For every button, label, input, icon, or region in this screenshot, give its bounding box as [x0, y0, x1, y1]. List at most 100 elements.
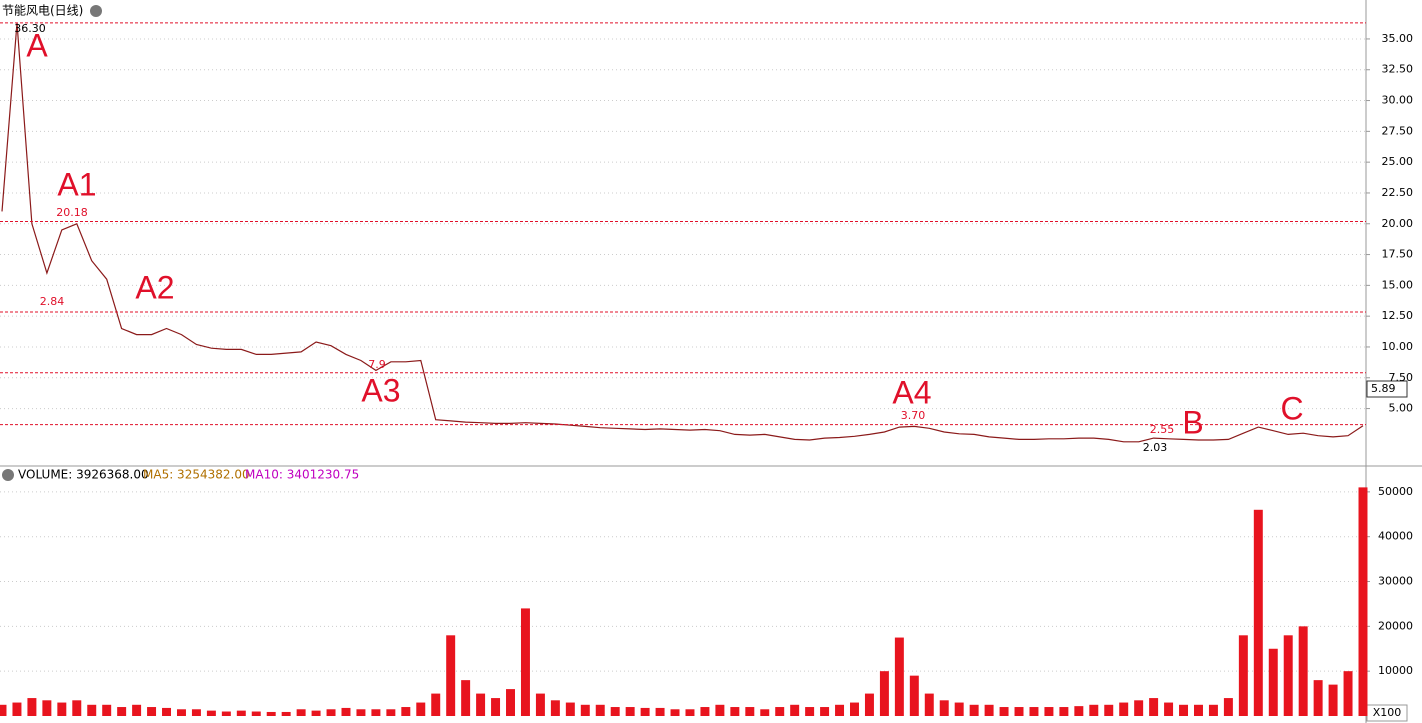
volume-bar: [805, 707, 815, 716]
volume-bar: [87, 704, 97, 716]
volume-bar: [909, 675, 919, 716]
volume-menu[interactable]: [2, 469, 14, 481]
annotation: A1: [57, 166, 96, 202]
y-tick-label: 50000: [1378, 485, 1413, 498]
volume-bar: [879, 671, 889, 716]
y-tick-label: 27.50: [1382, 124, 1414, 137]
y-tick-label: 17.50: [1382, 248, 1414, 261]
volume-bar: [191, 709, 201, 716]
annotation: C: [1280, 390, 1303, 426]
volume-bar: [356, 709, 366, 716]
y-tick-label: 20000: [1378, 619, 1413, 632]
volume-bar: [27, 698, 37, 716]
volume-bar: [939, 700, 949, 716]
volume-bar: [386, 709, 396, 716]
volume-bar: [491, 698, 501, 716]
volume-bar: [1044, 707, 1054, 716]
volume-bar: [1253, 509, 1263, 716]
volume-bar: [1193, 704, 1203, 716]
volume-bar: [326, 709, 336, 716]
volume-bar: [236, 710, 246, 716]
volume-bar: [281, 711, 291, 716]
y-tick-label: 15.00: [1382, 278, 1414, 291]
volume-bar: [850, 702, 859, 716]
volume-bar: [206, 710, 216, 716]
y-tick-label: 10000: [1378, 664, 1413, 677]
volume-bar: [162, 707, 172, 716]
volume-bar: [670, 709, 680, 716]
y-tick-label: 40000: [1378, 530, 1413, 543]
volume-bar: [999, 707, 1009, 716]
volume-bar: [1029, 707, 1039, 716]
annotation: A2: [135, 269, 174, 305]
volume-bar: [730, 707, 740, 716]
price-label: 7.9: [368, 358, 386, 371]
y-tick-label: 12.50: [1382, 309, 1414, 322]
volume-bar: [760, 709, 770, 716]
volume-bar: [296, 709, 306, 716]
volume-bar: [625, 707, 635, 716]
ma10-label: MA10: 3401230.75: [245, 468, 359, 482]
volume-bar: [1164, 702, 1174, 716]
volume-bar: [12, 702, 22, 716]
volume-bar: [431, 693, 441, 716]
volume-bar: [580, 704, 590, 716]
y-tick-label: 5.00: [1389, 402, 1414, 415]
price-label: 2.55: [1150, 423, 1175, 436]
volume-bar: [1149, 698, 1159, 716]
volume-bar: [685, 709, 695, 716]
unit-label: X100: [1373, 706, 1402, 719]
volume-bar: [790, 704, 800, 716]
volume-bar: [1208, 704, 1218, 716]
volume-bar: [251, 711, 261, 716]
volume-bar: [745, 707, 755, 716]
volume-bar: [147, 707, 157, 716]
price-label: 20.18: [56, 206, 88, 219]
volume-bar: [341, 707, 351, 716]
volume-bar: [924, 693, 934, 716]
volume-bar: [835, 704, 845, 716]
volume-bar: [117, 707, 127, 716]
annotation: B: [1182, 404, 1203, 440]
volume-bar: [1134, 700, 1144, 716]
volume-bar: [1313, 680, 1323, 716]
volume-bar: [221, 711, 231, 716]
chart-title: 节能风电(日线): [2, 4, 83, 18]
volume-bar: [416, 702, 426, 716]
ma5-label: MA5: 3254382.00: [143, 468, 250, 482]
price-line: [1, 22, 1364, 443]
volume-bar: [1089, 704, 1099, 716]
volume-label: VOLUME: 3926368.00: [18, 468, 149, 482]
volume-bar: [401, 707, 411, 716]
volume-bar: [1119, 702, 1129, 716]
volume-bar: [1238, 635, 1248, 716]
volume-bar: [176, 709, 186, 716]
y-tick-label: 22.50: [1382, 186, 1414, 199]
volume-bar: [715, 704, 725, 716]
price-label: 2.03: [1143, 441, 1168, 454]
last-price-box: [1366, 380, 1408, 398]
price-label: 3.70: [901, 409, 926, 422]
annotation: A4: [892, 374, 931, 410]
annotation: A: [26, 27, 48, 63]
volume-bar: [565, 702, 575, 716]
volume-bar: [311, 710, 321, 716]
volume-bar: [820, 707, 830, 716]
volume-bar: [520, 608, 530, 716]
volume-bar: [1283, 635, 1293, 716]
volume-bar: [775, 707, 785, 716]
volume-bar: [57, 702, 67, 716]
volume-bar: [1104, 704, 1114, 716]
volume-bar: [506, 689, 515, 716]
volume-bar: [266, 711, 276, 716]
volume-bar: [894, 637, 904, 716]
title-menu[interactable]: [90, 5, 102, 17]
volume-bar: [640, 707, 650, 716]
price-label: 36.30: [14, 22, 46, 35]
volume-bar: [1014, 707, 1024, 716]
volume-bar: [0, 704, 7, 716]
volume-bar: [984, 704, 994, 716]
volume-bar: [476, 693, 486, 716]
